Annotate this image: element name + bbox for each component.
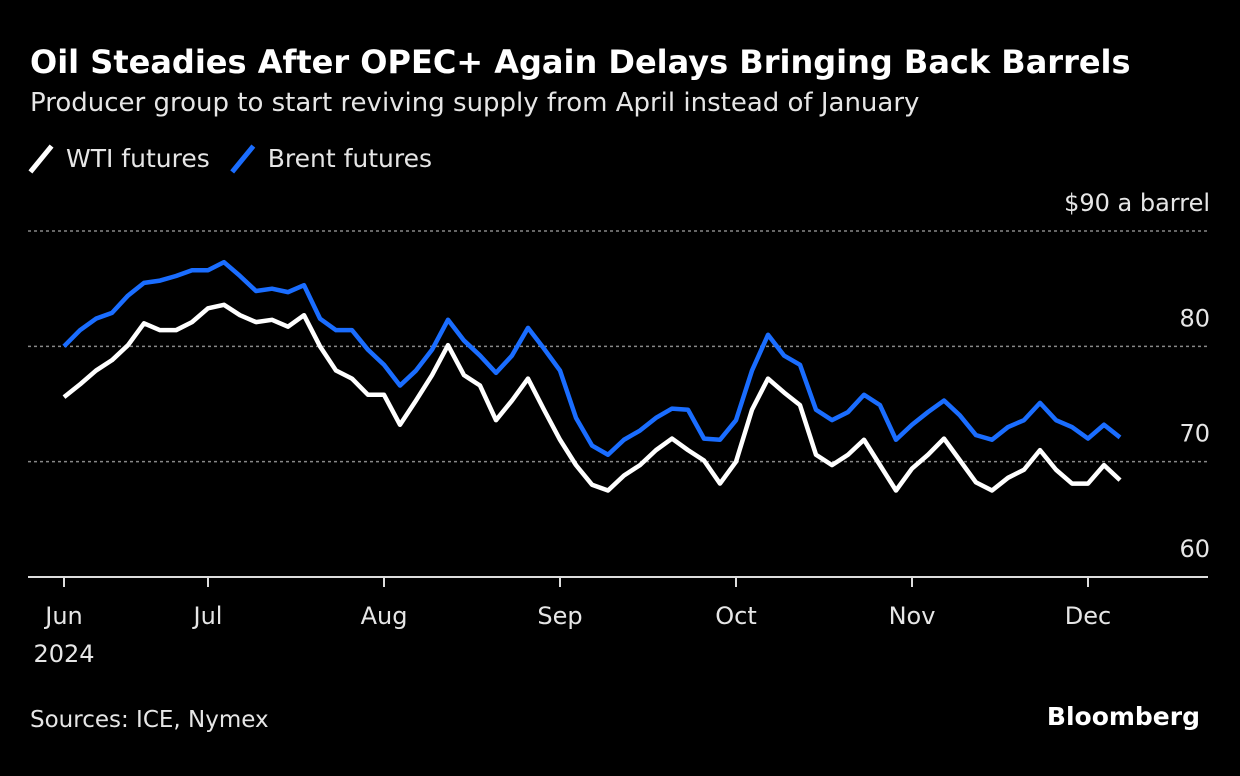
x-tick-label: Nov bbox=[889, 602, 936, 630]
source: Sources: ICE, Nymex bbox=[30, 707, 269, 733]
x-tick-label: Jun bbox=[43, 602, 83, 630]
chart-subtitle: Producer group to start reviving supply … bbox=[30, 88, 919, 118]
x-tick-label: Aug bbox=[361, 602, 408, 630]
legend-label: WTI futures bbox=[66, 144, 210, 173]
y-tick-label: 80 bbox=[1179, 304, 1210, 332]
series-line bbox=[62, 302, 1122, 493]
x-tick-label: Sep bbox=[537, 602, 582, 630]
x-tick-label: Dec bbox=[1065, 602, 1111, 630]
chart-title: Oil Steadies After OPEC+ Again Delays Br… bbox=[30, 43, 1131, 81]
x-year-label: 2024 bbox=[33, 640, 94, 668]
series-line bbox=[62, 259, 1122, 457]
legend-label: Brent futures bbox=[268, 144, 432, 173]
y-tick-label: 60 bbox=[1179, 535, 1210, 563]
legend-swatch bbox=[28, 144, 54, 174]
y-tick-label: 70 bbox=[1179, 420, 1210, 448]
x-tick-label: Oct bbox=[715, 602, 757, 630]
y-tick-label: $90 a barrel bbox=[1064, 189, 1210, 217]
legend-swatch bbox=[230, 144, 256, 174]
x-tick-label: Jul bbox=[192, 602, 223, 630]
brand: Bloomberg bbox=[1047, 702, 1200, 731]
